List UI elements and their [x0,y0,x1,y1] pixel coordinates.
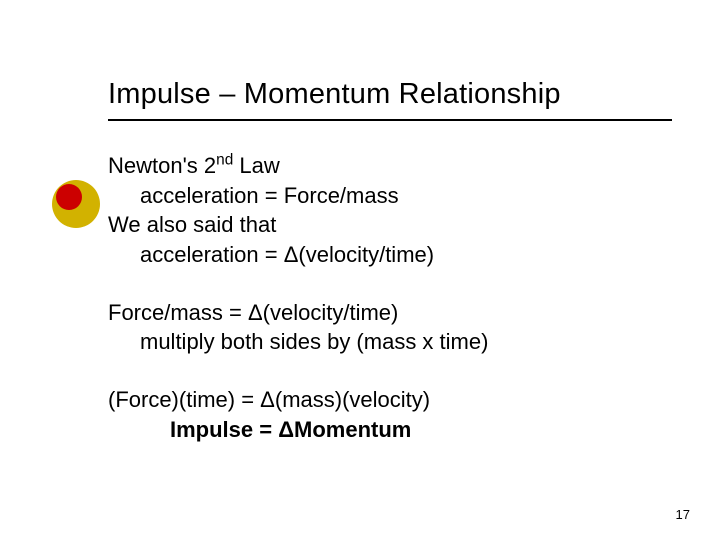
spacer-2 [108,357,672,385]
spacer-1 [108,270,672,298]
line-newtons-law: Newton's 2nd Law [108,151,672,181]
line-accel-velocity-time: acceleration = Δ(velocity/time) [108,240,672,270]
line-multiply-both-sides: multiply both sides by (mass x time) [108,327,672,357]
text-newtons: Newton's 2 [108,153,216,178]
slide-body: Newton's 2nd Law acceleration = Force/ma… [108,151,672,445]
line-impulse-momentum: Impulse = ΔMomentum [108,415,672,445]
superscript-nd: nd [216,152,233,169]
slide-container: Impulse – Momentum Relationship Newton's… [0,0,720,540]
line-force-time: (Force)(time) = Δ(mass)(velocity) [108,385,672,415]
bullet-decoration-icon [52,180,100,228]
page-number: 17 [676,507,690,522]
line-we-also-said: We also said that [108,210,672,240]
bullet-inner-circle [56,184,82,210]
slide-title: Impulse – Momentum Relationship [108,78,672,121]
text-law: Law [233,153,279,178]
line-accel-force-mass: acceleration = Force/mass [108,181,672,211]
line-force-mass-eq: Force/mass = Δ(velocity/time) [108,298,672,328]
